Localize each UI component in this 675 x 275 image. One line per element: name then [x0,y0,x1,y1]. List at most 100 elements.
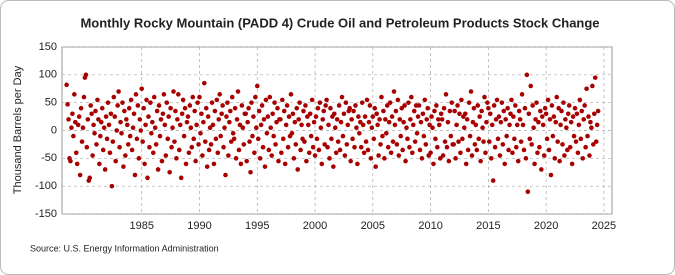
data-point [349,117,354,122]
data-point [204,164,210,169]
data-point [221,144,226,150]
data-point [180,97,186,103]
data-point [568,119,574,125]
data-point [272,100,277,105]
data-point [343,100,349,105]
data-point [448,133,454,139]
data-point [449,100,455,105]
data-point [435,117,441,122]
data-point [159,158,165,164]
data-point [98,133,103,139]
data-point [513,144,519,150]
data-point [142,161,147,167]
data-point [245,119,250,125]
data-point [216,117,222,122]
y-tick-label: -50 [41,152,57,164]
data-point [318,125,324,131]
data-point [192,108,197,114]
data-point [164,100,170,105]
data-point [489,122,495,128]
data-point [580,156,586,161]
data-point [139,86,145,92]
data-point [135,103,141,108]
data-point [279,150,284,156]
data-point [424,117,430,122]
data-point [380,133,385,139]
data-point [234,117,240,122]
data-point [492,144,498,150]
data-point [524,72,530,78]
data-point [186,150,192,156]
data-point [589,125,594,131]
data-point [462,111,468,117]
x-tick-label: 2025 [592,220,616,232]
data-point [177,122,183,128]
data-point [433,136,438,142]
x-tick-label: 2010 [418,220,442,232]
data-point [415,114,421,119]
data-point [510,150,515,156]
data-point [435,144,440,150]
data-point [124,117,129,122]
data-point [456,139,461,144]
data-point [276,158,281,164]
data-point [232,105,238,111]
data-point [191,136,197,142]
data-point [547,117,553,122]
data-point [398,133,404,139]
data-point [396,153,402,158]
data-point [331,164,336,169]
data-point [169,144,174,150]
data-point [409,150,415,156]
data-point [110,139,116,144]
data-point [92,130,97,136]
data-point [581,117,586,122]
data-point [157,133,163,139]
data-point [68,158,73,164]
data-point [579,108,585,114]
data-point [266,147,272,153]
data-point [289,130,295,136]
data-point [383,130,389,136]
data-point [322,142,327,147]
data-point [225,100,230,105]
data-point [553,119,559,125]
data-point [469,153,475,158]
data-point [442,139,448,144]
data-point [502,161,508,167]
data-point [365,147,371,153]
data-point [334,117,340,122]
data-point [329,136,334,142]
data-point [236,147,242,153]
y-tick-label: -100 [35,180,57,192]
data-point [522,105,528,111]
data-point [515,158,521,164]
data-point [228,108,233,114]
data-point [582,103,587,108]
data-point [65,102,70,107]
data-point [78,105,84,111]
data-point [455,103,460,108]
data-point [505,105,510,111]
data-point [149,130,154,136]
data-point [226,153,231,158]
data-point [231,136,237,142]
data-point [487,139,492,144]
data-point [132,172,138,178]
data-point [286,114,292,119]
data-point [464,117,470,122]
data-point [385,144,391,150]
data-point [400,147,405,153]
data-point [430,125,435,131]
data-point [423,142,429,147]
data-point [201,119,206,125]
data-point [103,114,109,119]
data-point [336,103,342,108]
data-point [542,105,548,111]
data-point [500,142,506,147]
data-point [246,105,251,111]
data-point [87,175,93,181]
data-point [179,111,185,117]
data-point [217,92,223,97]
data-point [220,103,225,108]
